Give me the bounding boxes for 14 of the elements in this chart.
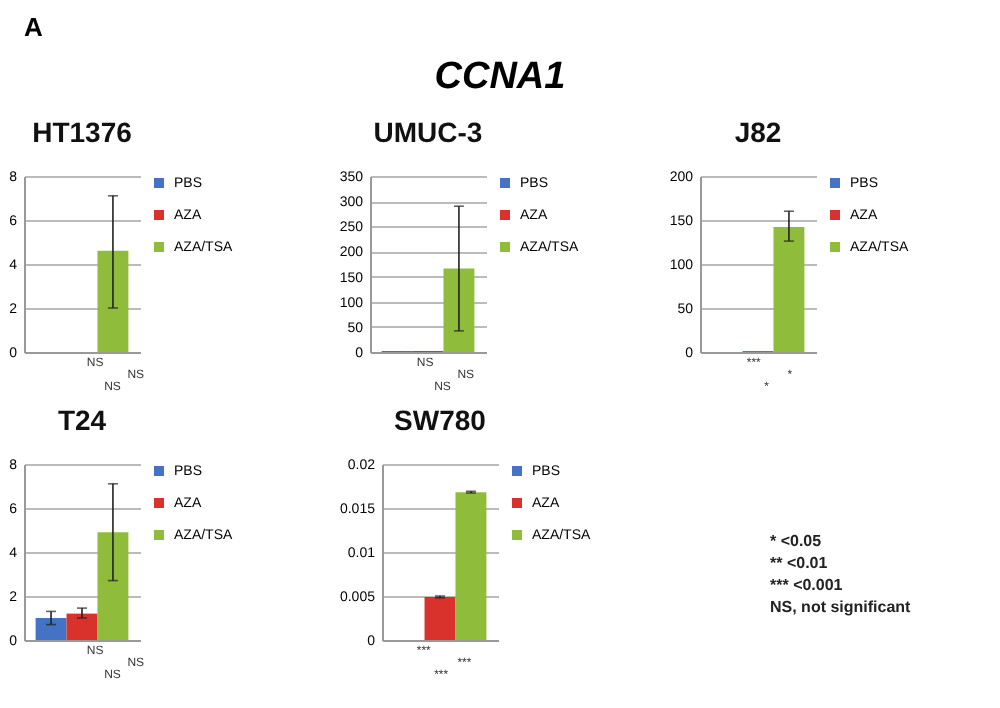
chart-title: T24 (57, 404, 107, 436)
chart-title: J82 (734, 116, 782, 148)
text: ** <0.01 (770, 552, 830, 574)
text: * <0.05 (770, 530, 824, 552)
text: NS, not significant (770, 596, 913, 618)
chart-title: SW780 (394, 404, 487, 436)
bar (35, 618, 67, 640)
bar (66, 613, 98, 640)
bar (97, 532, 129, 640)
chart-title: UMUC-3 (373, 116, 483, 148)
text: *** <0.001 (770, 574, 845, 596)
chart-title: HT1376 (32, 116, 133, 148)
text: A (24, 12, 43, 42)
text: CCNA1 (432, 56, 568, 100)
